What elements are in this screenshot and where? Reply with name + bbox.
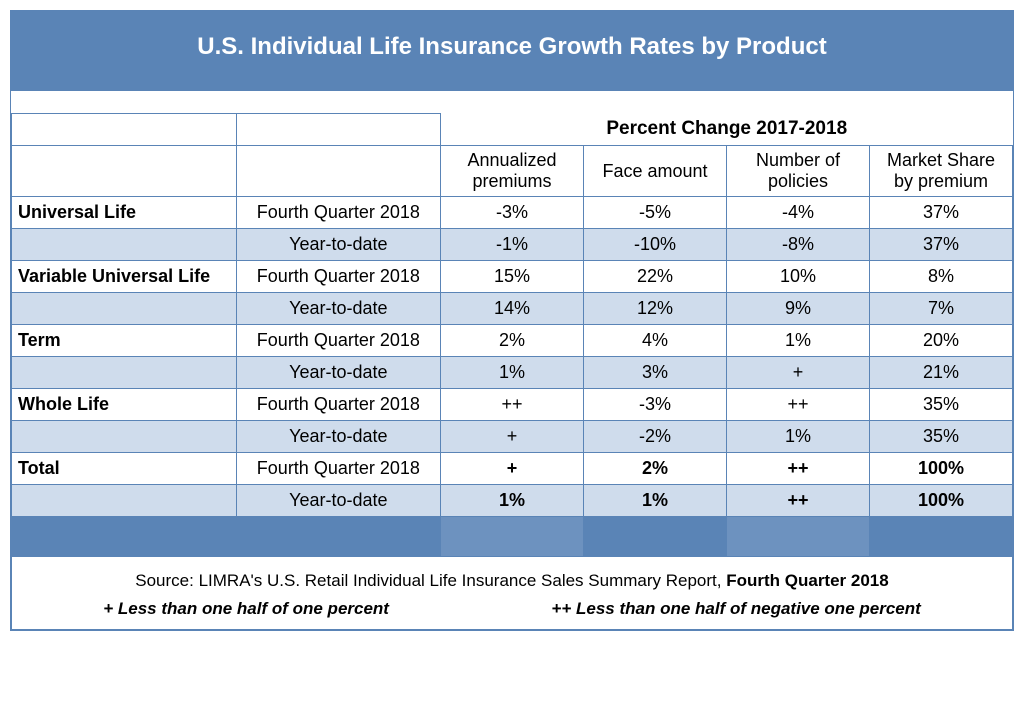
product-cell (12, 357, 237, 389)
col-header-3: Market Share by premium (869, 146, 1012, 197)
data-table: Percent Change 2017-2018 Annualized prem… (11, 113, 1013, 557)
period-cell: Year-to-date (236, 421, 440, 453)
value-cell: 1% (440, 485, 583, 517)
product-cell (12, 421, 237, 453)
col-header-1: Face amount (583, 146, 726, 197)
value-cell: -1% (440, 229, 583, 261)
table-row: Year-to-date14%12%9%7% (12, 293, 1013, 325)
source-line: Source: LIMRA's U.S. Retail Individual L… (22, 571, 1002, 591)
value-cell: -3% (440, 197, 583, 229)
product-cell: Universal Life (12, 197, 237, 229)
value-cell: 21% (869, 357, 1012, 389)
period-cell: Fourth Quarter 2018 (236, 197, 440, 229)
value-cell: 37% (869, 229, 1012, 261)
source-prefix: Source: LIMRA's U.S. Retail Individual L… (135, 571, 726, 590)
table-row: Variable Universal LifeFourth Quarter 20… (12, 261, 1013, 293)
value-cell: 35% (869, 389, 1012, 421)
value-cell: 37% (869, 197, 1012, 229)
table-row: Year-to-date-1%-10%-8%37% (12, 229, 1013, 261)
title-bar: U.S. Individual Life Insurance Growth Ra… (11, 11, 1013, 91)
value-cell: 14% (440, 293, 583, 325)
period-cell: Year-to-date (236, 357, 440, 389)
value-cell: 100% (869, 453, 1012, 485)
table-row: Whole LifeFourth Quarter 2018++-3%++35% (12, 389, 1013, 421)
value-cell: 3% (583, 357, 726, 389)
table-row: Universal LifeFourth Quarter 2018-3%-5%-… (12, 197, 1013, 229)
source-bold: Fourth Quarter 2018 (726, 571, 889, 590)
value-cell: 2% (583, 453, 726, 485)
period-cell: Year-to-date (236, 485, 440, 517)
value-cell: -3% (583, 389, 726, 421)
product-cell: Variable Universal Life (12, 261, 237, 293)
value-cell: + (440, 453, 583, 485)
value-cell: ++ (440, 389, 583, 421)
value-cell: 1% (726, 325, 869, 357)
col-header-2: Number of policies (726, 146, 869, 197)
value-cell: -10% (583, 229, 726, 261)
super-header: Percent Change 2017-2018 (440, 114, 1012, 146)
report-table: U.S. Individual Life Insurance Growth Ra… (10, 10, 1014, 631)
value-cell: 2% (440, 325, 583, 357)
product-cell: Whole Life (12, 389, 237, 421)
value-cell: 100% (869, 485, 1012, 517)
product-cell (12, 229, 237, 261)
period-cell: Fourth Quarter 2018 (236, 261, 440, 293)
value-cell: ++ (726, 453, 869, 485)
product-cell (12, 485, 237, 517)
value-cell: 15% (440, 261, 583, 293)
value-cell: 1% (726, 421, 869, 453)
period-cell: Year-to-date (236, 293, 440, 325)
value-cell: 12% (583, 293, 726, 325)
value-cell: -4% (726, 197, 869, 229)
value-cell: 35% (869, 421, 1012, 453)
value-cell: 20% (869, 325, 1012, 357)
value-cell: -5% (583, 197, 726, 229)
table-row: Year-to-date+-2%1%35% (12, 421, 1013, 453)
value-cell: + (726, 357, 869, 389)
title-text: U.S. Individual Life Insurance Growth Ra… (197, 33, 826, 60)
value-cell: 9% (726, 293, 869, 325)
product-cell (12, 293, 237, 325)
product-cell: Total (12, 453, 237, 485)
period-cell: Year-to-date (236, 229, 440, 261)
value-cell: ++ (726, 485, 869, 517)
footnote-2: ++ Less than one half of negative one pe… (551, 599, 920, 619)
product-cell: Term (12, 325, 237, 357)
table-row: Year-to-date1%1%++100% (12, 485, 1013, 517)
value-cell: 7% (869, 293, 1012, 325)
period-cell: Fourth Quarter 2018 (236, 453, 440, 485)
value-cell: -2% (583, 421, 726, 453)
table-row: TermFourth Quarter 20182%4%1%20% (12, 325, 1013, 357)
column-header-row: Annualized premiums Face amount Number o… (12, 146, 1013, 197)
table-row: Year-to-date1%3%+21% (12, 357, 1013, 389)
col-header-0: Annualized premiums (440, 146, 583, 197)
super-header-row: Percent Change 2017-2018 (12, 114, 1013, 146)
footnote-1: + Less than one half of one percent (103, 599, 389, 619)
value-cell: 4% (583, 325, 726, 357)
header-gap (11, 91, 1013, 113)
value-cell: ++ (726, 389, 869, 421)
value-cell: -8% (726, 229, 869, 261)
period-cell: Fourth Quarter 2018 (236, 325, 440, 357)
source-footer: Source: LIMRA's U.S. Retail Individual L… (11, 557, 1013, 630)
footer-color-bar (12, 517, 1013, 557)
period-cell: Fourth Quarter 2018 (236, 389, 440, 421)
value-cell: 10% (726, 261, 869, 293)
value-cell: 8% (869, 261, 1012, 293)
value-cell: 22% (583, 261, 726, 293)
value-cell: 1% (440, 357, 583, 389)
value-cell: 1% (583, 485, 726, 517)
table-row: TotalFourth Quarter 2018+2%++100% (12, 453, 1013, 485)
value-cell: + (440, 421, 583, 453)
